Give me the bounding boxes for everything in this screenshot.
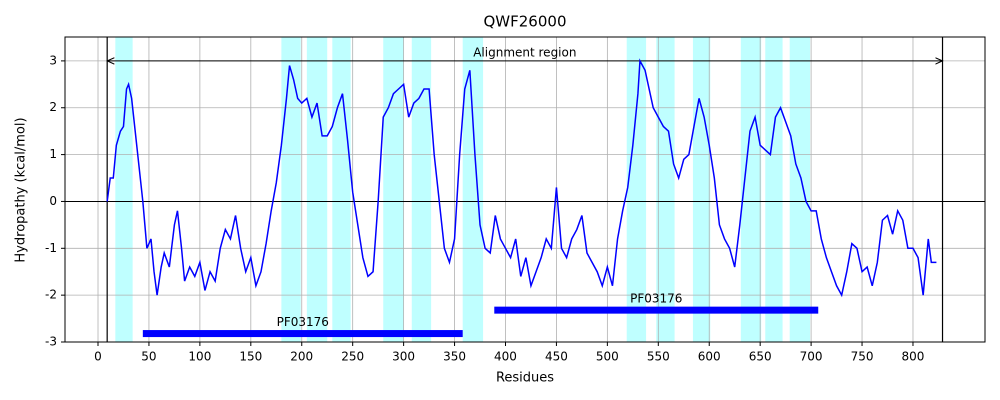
highlight-span <box>411 37 432 342</box>
y-tick-label: 0 <box>49 194 57 208</box>
y-tick-label: 3 <box>49 53 57 67</box>
x-tick-label: 250 <box>341 350 364 364</box>
y-tick-label: -1 <box>45 241 57 255</box>
x-tick-label: 650 <box>749 350 772 364</box>
x-tick-label: 150 <box>239 350 262 364</box>
highlight-span <box>115 37 133 342</box>
x-tick-label: 550 <box>647 350 670 364</box>
x-tick-label: 200 <box>290 350 313 364</box>
y-tick-label: -2 <box>45 288 57 302</box>
y-tick-label: 1 <box>49 147 57 161</box>
plot-frame <box>64 36 986 343</box>
highlight-span <box>692 37 711 342</box>
hydropathy-line <box>106 58 937 298</box>
y-axis-label: Hydropathy (kcal/mol) <box>14 117 29 262</box>
x-tick-label: 600 <box>698 350 721 364</box>
domain-bar <box>494 306 819 314</box>
x-tick-label: 100 <box>188 350 211 364</box>
highlight-span <box>789 37 811 342</box>
y-tick-label: -3 <box>45 335 57 349</box>
x-tick-label: 700 <box>800 350 823 364</box>
highlight-span <box>332 37 351 342</box>
highlight-span <box>626 37 647 342</box>
x-tick-label: 500 <box>596 350 619 364</box>
x-axis-label: Residues <box>496 371 554 386</box>
highlight-span <box>765 37 783 342</box>
domain-bar <box>142 330 463 338</box>
alignment-label: Alignment region <box>473 45 576 59</box>
x-tick-label: 450 <box>545 350 568 364</box>
y-tick-label: 2 <box>49 100 57 114</box>
highlight-span <box>462 37 484 342</box>
x-tick-label: 750 <box>851 350 874 364</box>
x-tick-label: 50 <box>141 350 156 364</box>
highlight-span <box>383 37 404 342</box>
highlight-span <box>281 37 301 342</box>
x-tick-label: 0 <box>94 350 102 364</box>
domain-label: PF03176 <box>277 315 329 329</box>
highlight-span <box>656 37 675 342</box>
x-tick-label: 400 <box>494 350 517 364</box>
domain-label: PF03176 <box>630 292 682 306</box>
x-tick-label: 300 <box>392 350 415 364</box>
x-tick-label: 800 <box>902 350 925 364</box>
x-tick-label: 350 <box>443 350 466 364</box>
highlight-span <box>306 37 328 342</box>
chart-title: QWF26000 <box>484 13 567 31</box>
highlight-span <box>740 37 762 342</box>
